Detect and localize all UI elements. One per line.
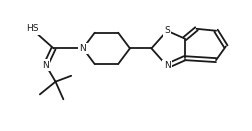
Text: N: N bbox=[80, 44, 86, 53]
Text: S: S bbox=[164, 26, 170, 35]
Text: HS: HS bbox=[26, 24, 38, 33]
Text: N: N bbox=[42, 61, 49, 70]
Text: N: N bbox=[164, 61, 171, 70]
